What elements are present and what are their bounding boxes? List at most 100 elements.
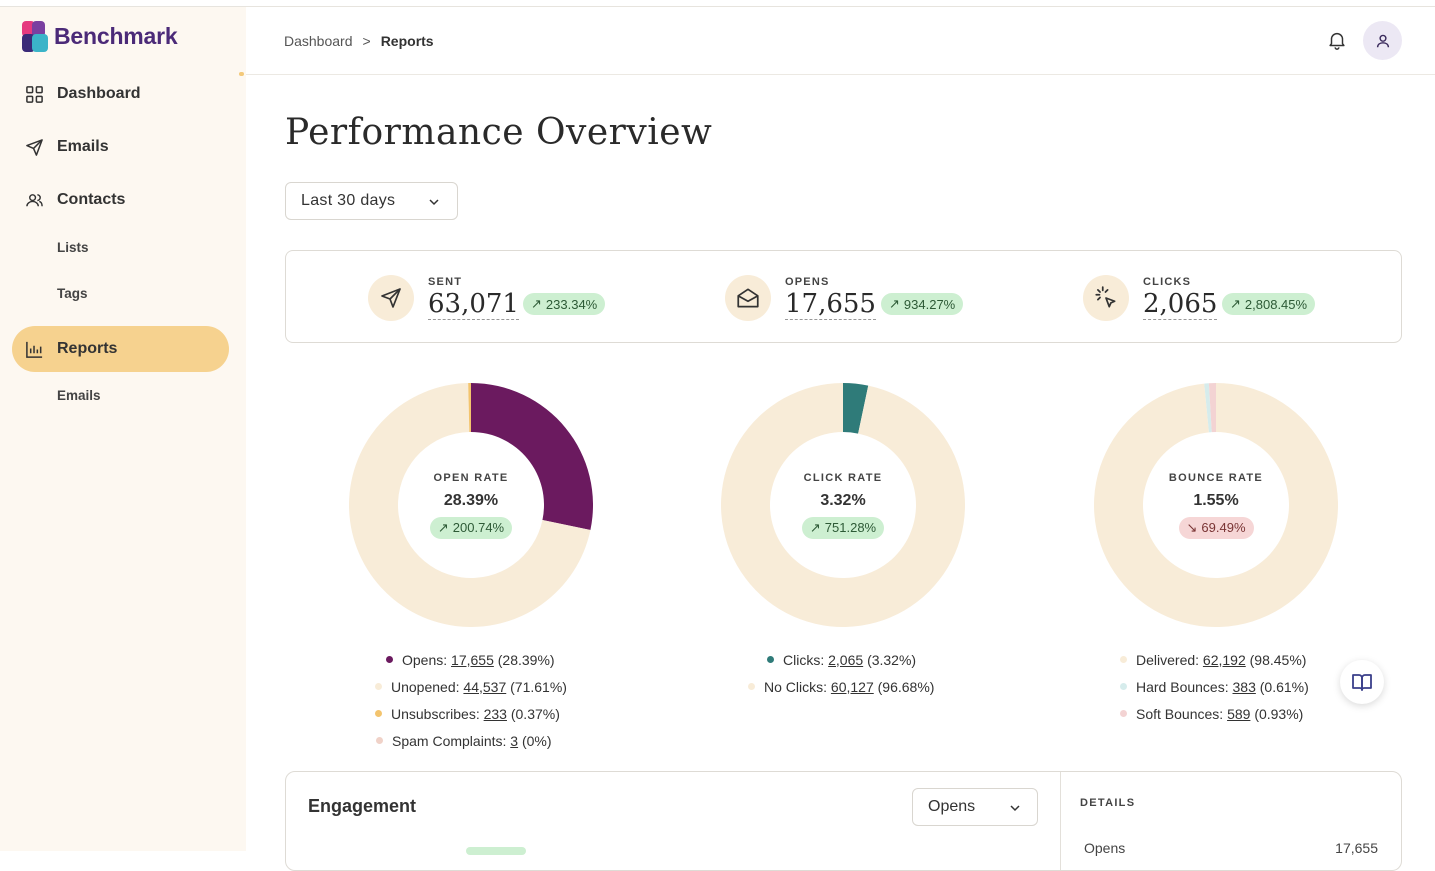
stat-value[interactable]: 63,071 [428,289,519,320]
legend-count-link[interactable]: 60,127 [830,678,874,695]
sidebar-item-dashboard[interactable]: Dashboard [12,71,229,117]
legend-count-link[interactable]: 44,537 [463,678,507,695]
legend-dot [375,710,382,717]
change-badge: ↗ 934.27% [881,293,964,315]
legend-name: Unopened [391,678,456,695]
breadcrumb-reports: Reports [380,33,434,49]
sidebar-item-lists[interactable]: Lists [57,240,89,255]
donut-center: BOUNCE RATE 1.55% ↘ 69.49% [1094,383,1338,627]
page-title: Performance Overview [285,112,713,153]
legend-item: Unsubscribes: 233 (0.37%) [375,700,567,727]
legend-pct: (0%) [521,732,552,749]
breadcrumb-dashboard[interactable]: Dashboard [284,33,353,49]
window-top-edge [0,0,1435,7]
donut-label: OPEN RATE [433,471,509,484]
click-icon [1083,275,1129,321]
stat-value[interactable]: 17,655 [785,289,876,320]
engagement-title: Engagement [308,796,417,816]
donut-slice-unsubscribes[interactable] [468,383,471,433]
change-badge: ↗ 751.28% [801,516,885,539]
legend-item: No Clicks: 60,127 (96.68%) [748,673,934,700]
legend-pct: (0.93%) [1254,705,1304,722]
donut-slice-opens[interactable] [471,383,593,531]
legend-count-link[interactable]: 233 [483,705,507,722]
legend-pct: (0.61%) [1259,678,1309,695]
legend-count-link[interactable]: 17,655 [451,651,494,668]
arrow-up-right-icon: ↗ [809,519,821,535]
donut-slice-unopened[interactable] [349,383,591,627]
stat-value[interactable]: 2,065 [1143,289,1218,320]
legend-name: Hard Bounces [1136,678,1225,695]
bounce-rate-legend: Delivered: 62,192 (98.45%) Hard Bounces:… [1120,646,1309,727]
brand-logo[interactable]: Benchmark [22,21,178,52]
legend-count-link[interactable]: 2,065 [828,651,864,668]
help-guide-button[interactable] [1340,660,1384,704]
legend-name: Opens [402,651,444,668]
legend-dot [1120,656,1127,663]
legend-dot [748,683,755,690]
change-badge: ↘ 69.49% [1178,516,1254,539]
sidebar-item-emails[interactable]: Emails [12,124,229,170]
legend-count-link[interactable]: 589 [1227,705,1251,722]
avatar[interactable] [1363,21,1402,60]
donut-slice-no-clicks[interactable] [721,383,965,627]
breadcrumb: Dashboard > Reports [284,33,434,49]
donut-label: CLICK RATE [803,471,883,484]
open-rate-donut: OPEN RATE 28.39% ↗ 200.74% [349,383,593,627]
details-label: DETAILS [1080,797,1136,809]
send-icon [26,138,43,156]
engagement-badge-partial [466,847,526,855]
stat-label: SENT [428,276,463,288]
donut-value: 28.39% [443,491,499,509]
legend-name: Clicks [783,651,821,668]
date-range-select[interactable]: Last 30 days [285,182,458,220]
legend-count-link[interactable]: 62,192 [1202,651,1246,668]
details-row-value: 17,655 [1335,840,1378,856]
send-icon [368,275,414,321]
donut-slice-hard-bounces[interactable] [1204,383,1212,433]
legend-count-link[interactable]: 3 [510,732,519,749]
donut-value: 3.32% [820,491,866,509]
date-range-value: Last 30 days [301,192,396,209]
envelope-open-icon [725,275,771,321]
change-badge: ↗ 233.34% [523,293,606,315]
sidebar-item-label: Contacts [57,191,126,208]
donut-slice-soft-bounces[interactable] [1208,383,1216,433]
details-row: Opens 17,655 [1084,840,1378,856]
donut-slice-clicks[interactable] [843,383,869,434]
sidebar-item-label: Emails [57,138,109,155]
sidebar-item-report-emails[interactable]: Emails [57,388,101,403]
details-row-name: Opens [1084,840,1126,856]
legend-count-link[interactable]: 383 [1232,678,1256,695]
donut-slice-delivered[interactable] [1094,383,1338,627]
donut-ring [721,383,965,627]
legend-item: Hard Bounces: 383 (0.61%) [1120,673,1309,700]
legend-dot [376,737,383,744]
bounce-rate-donut: BOUNCE RATE 1.55% ↘ 69.49% [1094,383,1338,627]
legend-pct: (98.45%) [1249,651,1307,668]
sidebar-item-tags[interactable]: Tags [57,286,88,301]
legend-item: Clicks: 2,065 (3.32%) [767,646,953,673]
legend-dot [375,683,382,690]
legend-pct: (0.37%) [510,705,560,722]
legend-item: Spam Complaints: 3 (0%) [376,727,568,754]
legend-name: Spam Complaints [392,732,503,749]
breadcrumb-separator: > [362,33,371,49]
change-badge: ↗ 200.74% [429,516,513,539]
legend-item: Opens: 17,655 (28.39%) [386,646,578,673]
top-header: Dashboard > Reports [246,7,1435,75]
legend-dot [386,656,393,663]
sidebar-item-reports[interactable]: Reports [12,326,229,372]
engagement-metric-select[interactable]: Opens [912,788,1038,826]
bell-icon[interactable] [1326,29,1348,51]
donut-ring [349,383,593,627]
legend-pct: (3.32%) [867,651,917,668]
legend-item: Delivered: 62,192 (98.45%) [1120,646,1309,673]
legend-dot [1120,710,1127,717]
engagement-card: Engagement Opens DETAILS Opens 17,655 [285,771,1402,871]
sidebar-item-contacts[interactable]: Contacts [12,177,229,223]
click-rate-donut: CLICK RATE 3.32% ↗ 751.28% [721,383,965,627]
arrow-up-right-icon: ↗ [437,519,449,535]
legend-dot [767,656,774,663]
donut-value: 1.55% [1193,491,1239,509]
